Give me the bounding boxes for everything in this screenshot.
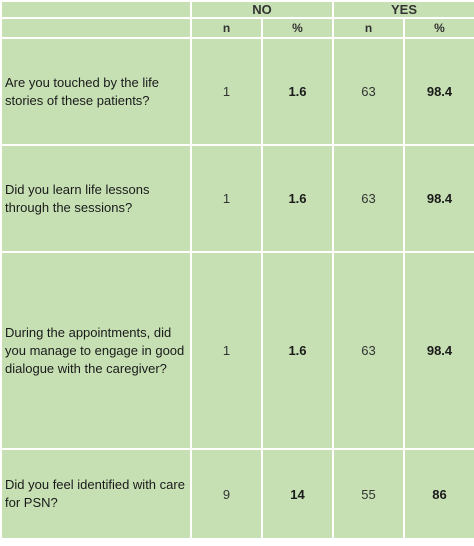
header-no: NO: [190, 0, 334, 19]
header-row-subheaders: n % n %: [0, 17, 474, 39]
header-row-groups: NO YES: [0, 0, 474, 19]
question-cell: Did you feel identified with care for PS…: [0, 448, 192, 540]
yes-n-cell: 55: [332, 448, 405, 540]
yes-pct-cell: 98.4: [402, 144, 474, 253]
subheader-corner-cell: [0, 17, 192, 39]
question-cell: Are you touched by the life stories of t…: [0, 37, 192, 146]
question-cell: During the appointments, did you manage …: [0, 251, 192, 450]
no-pct-cell: 1.6: [261, 251, 334, 450]
header-corner-cell: [0, 0, 192, 19]
question-cell: Did you learn life lessons through the s…: [0, 144, 192, 253]
subheader-no-pct: %: [261, 17, 334, 39]
yes-n-cell: 63: [332, 144, 405, 253]
yes-n-cell: 63: [332, 37, 405, 146]
subheader-no-n: n: [190, 17, 263, 39]
subheader-yes-n: n: [332, 17, 405, 39]
no-pct-cell: 1.6: [261, 37, 334, 146]
no-n-cell: 1: [190, 37, 263, 146]
no-n-cell: 1: [190, 144, 263, 253]
table-row: Did you learn life lessons through the s…: [0, 144, 474, 253]
yes-pct-cell: 86: [402, 448, 474, 540]
table-row: Did you feel identified with care for PS…: [0, 448, 474, 540]
no-pct-cell: 14: [261, 448, 334, 540]
no-n-cell: 1: [190, 251, 263, 450]
yes-pct-cell: 98.4: [402, 251, 474, 450]
header-yes: YES: [331, 0, 474, 19]
no-n-cell: 9: [190, 448, 263, 540]
table-row: During the appointments, did you manage …: [0, 251, 474, 450]
subheader-yes-pct: %: [402, 17, 474, 39]
no-pct-cell: 1.6: [261, 144, 334, 253]
yes-pct-cell: 98.4: [402, 37, 474, 146]
yes-n-cell: 63: [332, 251, 405, 450]
table-row: Are you touched by the life stories of t…: [0, 37, 474, 146]
